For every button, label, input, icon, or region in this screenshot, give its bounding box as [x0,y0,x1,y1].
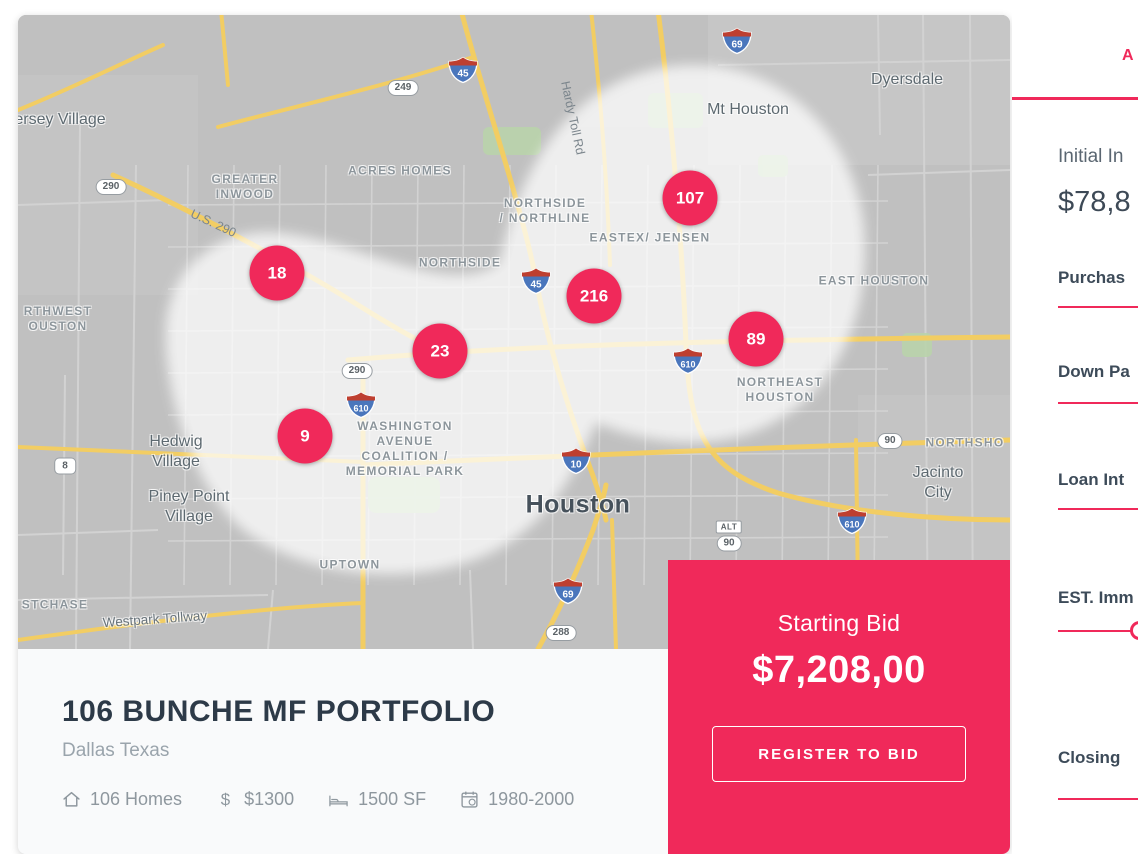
map-labels-layer: Dyersdale Mt Houston ersey Village GREATER … [18,15,1010,649]
map-graphic [18,15,1010,649]
property-title: 106 BUNCHE MF PORTFOLIO [62,695,496,728]
map-label-area: EASTEX/ JENSEN [589,230,711,245]
highway-shield-us: 249 [387,80,419,96]
map-label-area: NORTHSHO [925,435,1005,450]
map-cluster-marker[interactable]: 107 [662,170,718,226]
property-card: Dyersdale Mt Houston ersey Village GREATER … [18,15,1010,854]
svg-text:$: $ [221,790,231,809]
starting-bid-amount: $7,208,00 [752,649,926,691]
sidebar-field-underline [1058,402,1138,404]
initial-investment-value: $78,8 [1058,186,1131,218]
highway-shield-us: 290 [341,363,373,379]
map[interactable]: Dyersdale Mt Houston ersey Village GREATER … [18,15,1010,649]
property-location: Dallas Texas [62,740,170,761]
svg-text:610: 610 [680,360,695,370]
highway-shield-interstate: 69 [722,27,752,55]
calendar-icon [460,790,479,809]
map-label-area: RTHWEST OUSTON [23,304,93,333]
starting-bid-heading: Starting Bid [777,610,901,636]
sidebar-field-label: Down Pa [1058,362,1130,381]
map-label-city: ersey Village [18,111,106,128]
map-label-area: GREATER INWOOD [211,172,279,201]
highway-shield-us: 90 [877,433,903,449]
highway-shield-us: 288 [545,625,577,641]
property-stat: 106 Homes [62,789,182,810]
map-cluster-marker[interactable]: 216 [566,268,622,324]
highway-shield-interstate: 69 [553,577,583,605]
svg-text:45: 45 [530,280,542,291]
sidebar-field-underline [1058,630,1138,632]
svg-text:610: 610 [844,520,859,530]
property-stat-label: 1500 SF [358,789,427,809]
initial-investment-label: Initial In [1058,146,1124,167]
starting-bid-panel: Starting Bid $7,208,00 REGISTER TO BID [668,560,1010,854]
map-label-area: EAST HOUSTON [818,273,930,288]
home-icon [62,790,81,809]
highway-shield-interstate: 610 [673,347,703,375]
sidebar-accent-divider [1012,97,1138,100]
map-label-area: UPTOWN [319,557,381,572]
highway-shield-alt: ALT 90 [715,520,743,552]
dollar-icon: $ [216,790,235,809]
highway-shield-interstate: 610 [346,391,376,419]
svg-text:610: 610 [353,404,368,414]
svg-text:69: 69 [731,40,743,51]
map-label-houston: Houston [525,490,631,519]
map-label-city: Mt Houston [707,101,789,118]
map-cluster-marker[interactable]: 9 [277,408,333,464]
slider-handle[interactable] [1130,621,1138,640]
sidebar-field-underline [1058,508,1138,510]
map-label-area: NORTHEAST HOUSTON [736,375,824,404]
bed-icon [328,791,349,809]
svg-text:69: 69 [562,590,574,601]
sidebar-field-label: Loan Int [1058,470,1125,489]
property-stat-label: $1300 [244,789,295,809]
highway-shield-beltway: 8 [54,457,76,475]
map-label-city: Hedwig Village [149,433,203,470]
svg-text:45: 45 [457,69,469,80]
map-cluster-marker[interactable]: 89 [728,311,784,367]
sidebar-field-underline [1058,798,1138,800]
property-stat: 1500 SF [328,789,426,810]
register-to-bid-button[interactable]: REGISTER TO BID [712,726,966,782]
map-cluster-marker[interactable]: 23 [412,323,468,379]
property-stat-label: 106 Homes [90,789,183,809]
map-label-area: NORTHSIDE / NORTHLINE [499,196,591,225]
map-label-area: WASHINGTON AVENUE COALITION / MEMORIAL P… [345,419,465,478]
property-stats: 106 Homes $ $1300 1500 SF 1980-2000 [62,789,1010,810]
map-label-city: Piney Point Village [148,488,230,525]
svg-text:10: 10 [570,460,582,471]
sidebar-field-label: Closing [1058,748,1121,767]
highway-shield-interstate: 45 [521,267,551,295]
highway-shield-interstate: 10 [561,447,591,475]
highway-shield-interstate: 610 [837,507,867,535]
sidebar-field-label: EST. Imm [1058,588,1134,607]
map-markers-layer: 107 18 216 23 89 9 [18,15,1010,649]
map-cluster-marker[interactable]: 18 [249,245,305,301]
map-shields-layer: 69 45 249 290 45 290 610 610 10 90 8 610 ALT 90 69 288 [18,15,1010,649]
sidebar-field-label: Purchas [1058,268,1126,287]
map-label-city: Jacinto City [912,464,964,501]
highway-shield-interstate: 45 [448,56,478,84]
sidebar-field-underline [1058,306,1138,308]
property-stat-label: 1980-2000 [488,789,575,809]
property-stat: 1980-2000 [460,789,574,810]
map-label-area: NORTHSIDE [418,255,502,270]
map-label-area: ACRES HOMES [348,163,452,178]
map-label-city: Dyersdale [870,71,944,88]
analysis-sidebar: A Initial In $78,8 Purchas Down Pa Loan In… [1012,0,1138,854]
highway-shield-us: 290 [95,179,127,195]
property-stat: $ $1300 [216,789,294,810]
analysis-tab[interactable]: A [1121,47,1135,64]
map-label-area: STCHASE [21,597,89,612]
